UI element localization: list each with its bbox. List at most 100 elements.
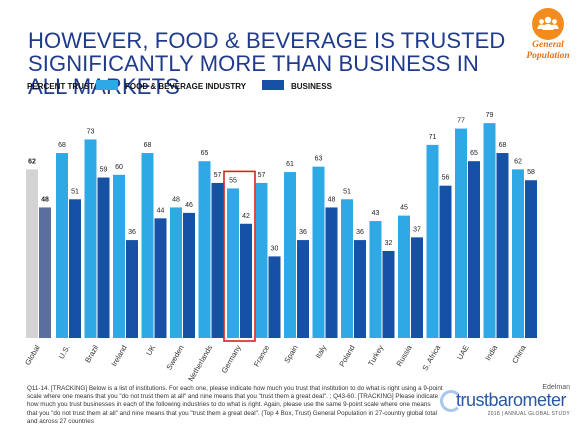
- data-label-food-netherlands: 65: [201, 150, 209, 157]
- bar-business-india: [496, 153, 509, 338]
- bar-food-uae: [455, 128, 467, 338]
- footnote-line-5: and across 27 countries: [27, 417, 94, 425]
- category-label-sweden: Sweden: [164, 344, 185, 372]
- data-label-food-india: 79: [486, 112, 494, 119]
- legend-business-label: BUSINESS: [291, 82, 332, 91]
- category-label-france: France: [252, 344, 271, 369]
- bar-food-ireland: [113, 174, 125, 338]
- bar-food-u-s: [56, 153, 68, 338]
- bar-business-turkey: [382, 250, 395, 338]
- brand-subtitle: 2018 | ANNUAL GLOBAL STUDY: [487, 411, 570, 417]
- bar-business-uae: [468, 161, 480, 338]
- brand-arc-icon: [440, 390, 462, 412]
- bar-food-turkey: [369, 221, 382, 338]
- category-label-india: India: [483, 343, 499, 362]
- data-label-food-turkey: 43: [372, 210, 380, 217]
- bar-food-france: [255, 182, 268, 338]
- category-label-germany: Germany: [220, 343, 243, 374]
- category-label-netherlands: Netherlands: [186, 343, 214, 383]
- bar-food-uk: [141, 153, 154, 338]
- bar-business-brazil: [97, 177, 110, 338]
- data-label-food-uae: 77: [457, 118, 465, 125]
- data-label-business-china: 58: [527, 169, 535, 176]
- category-label-italy: Italy: [314, 343, 329, 360]
- bar-business-s-africa: [439, 185, 452, 338]
- data-label-business-germany: 42: [242, 213, 250, 220]
- data-label-business-global: 48: [41, 196, 49, 203]
- bar-business-spain: [297, 240, 309, 338]
- bar-business-germany: [240, 223, 252, 338]
- bar-food-india: [483, 123, 496, 339]
- bar-business-sweden: [183, 212, 195, 338]
- bar-business-netherlands: [211, 182, 224, 338]
- data-label-food-italy: 63: [315, 156, 323, 163]
- data-label-business-brazil: 59: [100, 167, 108, 174]
- data-label-business-italy: 48: [328, 196, 336, 203]
- bar-food-russia: [398, 215, 410, 338]
- category-label-turkey: Turkey: [366, 343, 385, 367]
- data-label-business-spain: 36: [299, 229, 307, 236]
- category-label-global: Global: [23, 343, 42, 367]
- title-line-1: HOWEVER, FOOD & BEVERAGE IS TRUSTED: [28, 28, 506, 53]
- bar-business-china: [525, 180, 537, 338]
- category-label-spain: Spain: [282, 344, 299, 365]
- category-label-china: China: [510, 343, 528, 365]
- data-label-food-u-s: 68: [58, 142, 66, 149]
- data-label-food-poland: 51: [343, 188, 351, 195]
- bar-food-global: [26, 169, 38, 338]
- data-label-business-sweden: 46: [185, 202, 193, 209]
- bar-food-poland: [341, 199, 353, 338]
- bar-business-u-s: [69, 199, 81, 338]
- data-label-business-netherlands: 57: [214, 172, 222, 179]
- data-label-business-uk: 44: [157, 207, 165, 214]
- data-label-business-turkey: 32: [385, 240, 393, 247]
- bar-business-uk: [154, 218, 167, 338]
- data-label-food-ireland: 60: [115, 164, 123, 171]
- data-label-food-china: 62: [514, 158, 522, 165]
- data-label-food-brazil: 73: [87, 128, 95, 135]
- data-label-business-russia: 37: [413, 226, 421, 233]
- legend-business-swatch: [262, 80, 284, 90]
- legend-food-swatch: [96, 80, 118, 90]
- legend-measure-label: PERCENT TRUST: [27, 82, 95, 91]
- data-label-business-s-africa: 56: [442, 175, 450, 182]
- data-label-business-uae: 65: [470, 150, 478, 157]
- category-label-s-africa: S. Africa: [420, 343, 442, 372]
- data-label-food-sweden: 48: [172, 196, 180, 203]
- category-label-uk: UK: [144, 344, 157, 358]
- legend-food-label: FOOD & BEVERAGE INDUSTRY: [125, 82, 247, 91]
- methodology-footnote: Q11-14. [TRACKING] Below is a list of in…: [27, 385, 447, 426]
- bar-business-poland: [354, 240, 366, 338]
- data-label-business-ireland: 36: [128, 229, 136, 236]
- bar-business-ireland: [126, 240, 138, 338]
- data-label-food-global: 62: [28, 158, 36, 165]
- bar-food-brazil: [84, 139, 97, 338]
- bar-food-netherlands: [198, 161, 211, 338]
- bar-business-global: [39, 207, 51, 338]
- data-label-business-poland: 36: [356, 229, 364, 236]
- bar-food-germany: [227, 188, 239, 338]
- category-label-brazil: Brazil: [83, 343, 100, 364]
- category-label-poland: Poland: [337, 344, 356, 369]
- bar-food-s-africa: [426, 144, 439, 338]
- data-label-food-spain: 61: [286, 161, 294, 168]
- highlight-box-germany: [223, 170, 256, 342]
- bar-food-sweden: [170, 207, 182, 338]
- data-label-business-india: 68: [499, 142, 507, 149]
- data-label-food-france: 57: [258, 172, 266, 179]
- category-label-u-s: U.S.: [57, 344, 72, 361]
- population-badge-label: General Population: [526, 40, 570, 61]
- footnote-line-2: scale where one means that you "do not t…: [27, 393, 439, 401]
- bar-food-italy: [312, 166, 325, 338]
- category-label-russia: Russia: [394, 343, 414, 368]
- bar-business-france: [268, 256, 281, 338]
- category-label-ireland: Ireland: [109, 344, 128, 368]
- footnote-line-4: that you "do not trust them at all" and …: [27, 409, 438, 417]
- data-label-business-u-s: 51: [71, 188, 79, 195]
- category-label-uae: UAE: [455, 344, 471, 362]
- data-label-food-s-africa: 71: [429, 134, 437, 141]
- brand-logo: Edelman trustbarometer 2018 | ANNUAL GLO…: [440, 384, 570, 418]
- bar-food-spain: [284, 172, 296, 338]
- brand-company: Edelman: [542, 384, 570, 391]
- data-label-food-uk: 68: [144, 142, 152, 149]
